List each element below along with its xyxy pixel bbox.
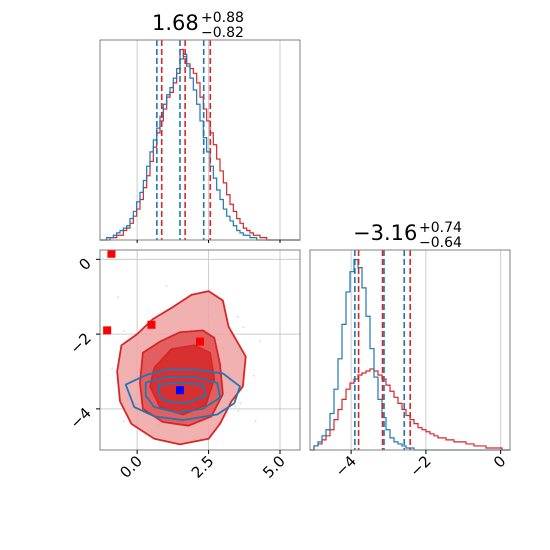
p2-ytick-label-0: −4 bbox=[66, 404, 94, 432]
p2-sample-62 bbox=[165, 285, 168, 288]
p2-sample-106 bbox=[242, 326, 245, 329]
p3-frame bbox=[309, 249, 511, 451]
p2-ytick-label-1: −2 bbox=[66, 329, 94, 357]
p2-marker-red-3 bbox=[196, 337, 204, 346]
title-param2-main: −3.16 bbox=[353, 221, 417, 245]
p2-contour-blue-inner bbox=[157, 381, 207, 405]
p3-grid bbox=[350, 250, 502, 450]
title-param1: 1.68 bbox=[152, 11, 199, 35]
p2-ytick-label-2: 0 bbox=[75, 254, 94, 273]
p3-xtick-label-1: −2 bbox=[406, 452, 434, 480]
p3-xtick-label-2: 0 bbox=[490, 452, 509, 471]
p3-xticks bbox=[350, 450, 502, 454]
p1-hist-red bbox=[100, 48, 300, 241]
p2-sample-53 bbox=[236, 315, 239, 318]
p2-frame bbox=[99, 249, 301, 451]
p2-sample-21 bbox=[122, 330, 125, 332]
p2-marker-red-2 bbox=[147, 320, 156, 329]
p1-frame bbox=[99, 39, 301, 241]
title-param2-minus: −0.64 bbox=[419, 235, 462, 251]
p2-sample-60 bbox=[234, 405, 236, 408]
p3-hist-red bbox=[310, 368, 510, 451]
p3-xtick-label-0: −4 bbox=[332, 452, 360, 480]
p2-xtick-label-0: 0.0 bbox=[116, 452, 146, 482]
p2-content bbox=[103, 250, 306, 446]
p2-sample-86 bbox=[122, 420, 125, 423]
title-param1-plus: +0.88 bbox=[201, 10, 244, 26]
p2-sample-26 bbox=[253, 374, 256, 377]
p2-sample-148 bbox=[111, 367, 114, 370]
title-param1-main: 1.68 bbox=[152, 11, 199, 35]
p1-hist-blue bbox=[100, 53, 300, 241]
p2-contour-red-inner bbox=[149, 344, 216, 416]
title-param2-plus: +0.74 bbox=[419, 220, 462, 236]
p1-grid bbox=[136, 40, 281, 240]
title-param1-minus: −0.82 bbox=[201, 25, 244, 41]
p2-marker-red-1 bbox=[103, 326, 112, 335]
p1-xticks bbox=[136, 240, 281, 243]
p2-xticks bbox=[136, 450, 281, 454]
p2-yticks bbox=[96, 258, 100, 410]
p2-xtick-label-2: 5.0 bbox=[259, 452, 289, 482]
p2-sample-96 bbox=[237, 410, 240, 412]
p2-sample-29 bbox=[117, 296, 119, 299]
title-param2: −3.16 bbox=[353, 221, 417, 245]
p2-sample-0 bbox=[304, 367, 306, 369]
p2-contour-blue-mid bbox=[144, 376, 221, 414]
p2-sample-129 bbox=[239, 402, 242, 405]
p2-xtick-label-1: 2.5 bbox=[188, 452, 218, 482]
p2-contour-blue-outer bbox=[124, 368, 241, 421]
p2-marker-blue bbox=[176, 386, 184, 395]
p2-marker-red-0 bbox=[107, 250, 116, 258]
p2-sample-98 bbox=[254, 420, 257, 422]
p2-sample-79 bbox=[259, 340, 262, 343]
